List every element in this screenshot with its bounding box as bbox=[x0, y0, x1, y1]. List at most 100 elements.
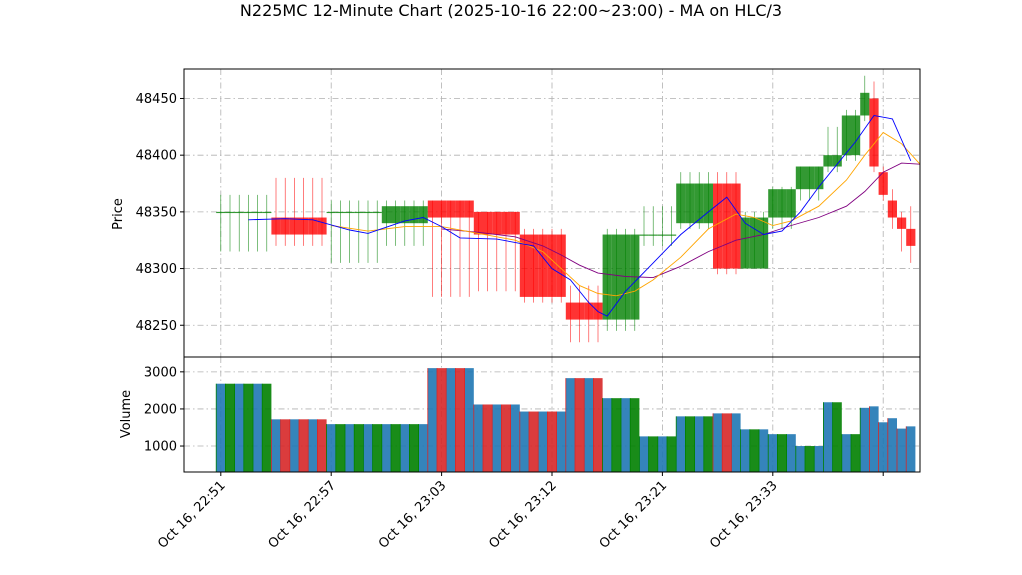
candle-body bbox=[335, 211, 345, 214]
volume-bar bbox=[216, 383, 226, 472]
candle-body bbox=[749, 217, 759, 269]
volume-bar bbox=[446, 368, 456, 472]
candle-body bbox=[777, 189, 787, 218]
volume-bar bbox=[740, 429, 750, 472]
candle-body bbox=[519, 234, 529, 297]
candle-body bbox=[657, 234, 667, 236]
candle-body bbox=[556, 234, 566, 297]
x-tick-label: Oct 16, 22:57 bbox=[266, 478, 339, 551]
volume-bar bbox=[759, 429, 769, 472]
price-tick-label: 48350 bbox=[136, 205, 177, 220]
candle-body bbox=[455, 200, 465, 218]
candle-body bbox=[602, 234, 612, 320]
volume-tick-label: 2000 bbox=[144, 402, 177, 417]
volume-bar bbox=[335, 424, 345, 472]
candle-body bbox=[814, 166, 824, 190]
volume-bar bbox=[234, 383, 244, 472]
x-tick-label: Oct 16, 22:51 bbox=[155, 478, 228, 551]
volume-bar bbox=[897, 428, 907, 472]
volume-bar bbox=[814, 446, 824, 472]
volume-bar bbox=[547, 411, 557, 472]
candle-body bbox=[768, 189, 778, 218]
volume-bar bbox=[630, 398, 640, 472]
candle-body bbox=[308, 217, 318, 235]
volume-bar bbox=[887, 418, 897, 472]
volume-bar bbox=[878, 422, 888, 472]
volume-bar bbox=[713, 413, 723, 472]
price-ticks: 48250 48300 48350 48400 48450 bbox=[136, 92, 184, 334]
volume-bar bbox=[243, 383, 253, 472]
volume-bar bbox=[253, 383, 263, 472]
candle-body bbox=[243, 211, 253, 214]
candle-body bbox=[823, 155, 833, 167]
volume-bar bbox=[538, 411, 548, 472]
volume-bar bbox=[280, 419, 290, 472]
candle-body bbox=[713, 183, 723, 269]
volume-bar bbox=[795, 446, 805, 472]
volume-bar bbox=[648, 436, 658, 472]
volume-bar bbox=[299, 419, 309, 472]
volume-bar bbox=[869, 406, 879, 472]
volume-bar bbox=[593, 378, 603, 472]
volume-bar bbox=[271, 419, 281, 472]
volume-panel-frame bbox=[183, 356, 921, 473]
volume-bar bbox=[519, 411, 529, 472]
candle-body bbox=[731, 183, 741, 269]
volume-bar bbox=[473, 404, 483, 472]
volume-bar bbox=[225, 383, 235, 472]
candle-body bbox=[400, 206, 410, 224]
candle-body bbox=[326, 211, 336, 214]
candle-body bbox=[363, 211, 373, 214]
volume-bar bbox=[556, 411, 566, 472]
candle-body bbox=[437, 200, 447, 218]
volume-bar bbox=[639, 436, 649, 472]
candle-body bbox=[464, 200, 474, 218]
volume-bar bbox=[722, 413, 732, 472]
volume-bar bbox=[841, 434, 851, 472]
price-axis-label: Price bbox=[111, 198, 126, 230]
candle-body bbox=[639, 234, 649, 236]
candle-body bbox=[722, 183, 732, 269]
volume-bar bbox=[676, 416, 686, 472]
candle-body bbox=[648, 234, 658, 236]
candle-body bbox=[869, 98, 879, 167]
volume-bar bbox=[602, 398, 612, 472]
volume-bar bbox=[621, 398, 631, 472]
candle-body bbox=[372, 211, 382, 214]
candle-body bbox=[299, 217, 309, 235]
ma-fast-line bbox=[248, 115, 912, 317]
volume-bar bbox=[906, 426, 916, 472]
volume-tick-label: 1000 bbox=[144, 440, 177, 455]
volume-bar bbox=[391, 424, 401, 472]
candle-body bbox=[584, 302, 594, 320]
volume-bar bbox=[345, 424, 355, 472]
volume-bar bbox=[703, 416, 713, 472]
x-tick-label: Oct 16, 23:33 bbox=[707, 478, 780, 551]
candle-body bbox=[575, 302, 585, 320]
candle-body bbox=[538, 234, 548, 297]
moving-average-lines bbox=[248, 115, 921, 317]
volume-bar bbox=[372, 424, 382, 472]
x-tick-label: Oct 16, 23:03 bbox=[376, 478, 449, 551]
volume-bar bbox=[575, 378, 585, 472]
candle-body bbox=[860, 92, 870, 116]
candle-body bbox=[271, 217, 281, 235]
volume-bar bbox=[805, 446, 815, 472]
volume-bar bbox=[529, 411, 539, 472]
volume-bar bbox=[317, 419, 327, 472]
volume-bar bbox=[492, 404, 502, 472]
volume-bar bbox=[667, 436, 677, 472]
volume-bar bbox=[308, 419, 318, 472]
candle-body bbox=[685, 183, 695, 224]
candle-body bbox=[897, 217, 907, 229]
volume-bar bbox=[409, 424, 419, 472]
candle-body bbox=[501, 211, 511, 235]
volume-bar bbox=[262, 383, 272, 472]
candle-body bbox=[317, 217, 327, 235]
volume-bar bbox=[510, 404, 520, 472]
candle-body bbox=[216, 211, 226, 214]
candle-body bbox=[354, 211, 364, 214]
candle-body bbox=[887, 200, 897, 218]
